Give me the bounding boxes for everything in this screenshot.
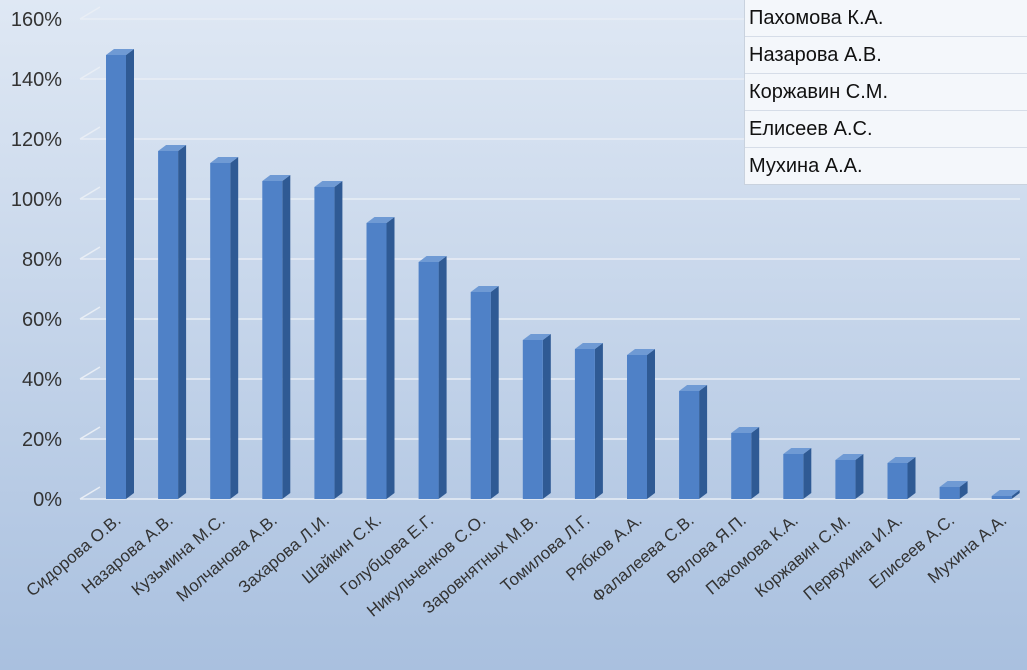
bar-side bbox=[542, 334, 551, 499]
bar-top bbox=[158, 145, 187, 151]
bar-front bbox=[574, 349, 595, 499]
bar-side bbox=[178, 145, 187, 499]
bar-side bbox=[1011, 490, 1020, 499]
bar-top bbox=[470, 286, 499, 292]
legend-item: Назарова А.В. bbox=[745, 37, 1027, 74]
bar-front bbox=[731, 433, 752, 499]
bar-side bbox=[126, 49, 134, 499]
bar-side bbox=[230, 157, 239, 499]
y-tick-label: 100% bbox=[11, 189, 62, 211]
legend-item: Коржавин С.М. bbox=[745, 74, 1027, 111]
y-tick-label: 120% bbox=[11, 129, 62, 151]
bar bbox=[939, 481, 968, 499]
bar bbox=[731, 427, 760, 499]
legend-item: Мухина А.А. bbox=[745, 148, 1027, 184]
bar-side bbox=[490, 286, 499, 499]
bar-front bbox=[887, 463, 908, 499]
bar-front bbox=[158, 151, 179, 499]
bar-front bbox=[210, 163, 231, 499]
legend: Пахомова К.А. Назарова А.В. Коржавин С.М… bbox=[744, 0, 1027, 185]
bar-top bbox=[991, 490, 1020, 496]
y-tick-label: 160% bbox=[11, 9, 62, 31]
grid-line-depth bbox=[79, 126, 101, 140]
bar bbox=[835, 454, 864, 499]
bar-top bbox=[418, 256, 447, 262]
bar bbox=[366, 217, 395, 499]
y-axis-ticks: 0% 20% 40% 60% 80% 100% 120% 140% 160% bbox=[11, 9, 62, 511]
y-tick-label: 60% bbox=[22, 309, 62, 331]
grid-line-depth bbox=[79, 426, 101, 440]
bar bbox=[783, 448, 812, 499]
bar-front bbox=[106, 55, 126, 499]
bar-front bbox=[627, 355, 647, 499]
bar-side bbox=[699, 385, 708, 499]
bar-side bbox=[855, 454, 864, 499]
bar-top bbox=[314, 181, 343, 187]
bar-side bbox=[647, 349, 655, 499]
bar-top bbox=[106, 49, 134, 55]
grid-line-depth bbox=[79, 486, 101, 500]
bar-front bbox=[262, 181, 283, 499]
bar bbox=[262, 175, 291, 499]
y-tick-label: 140% bbox=[11, 69, 62, 91]
bar-top bbox=[262, 175, 291, 181]
legend-item: Елисеев А.С. bbox=[745, 111, 1027, 148]
grid-line-depth bbox=[79, 66, 101, 80]
bar-top bbox=[627, 349, 655, 355]
y-tick-label: 40% bbox=[22, 369, 62, 391]
bar-front bbox=[835, 460, 856, 499]
grid-line-depth bbox=[79, 186, 101, 200]
bar-front bbox=[522, 340, 543, 499]
y-tick-label: 80% bbox=[22, 249, 62, 271]
bar-top bbox=[887, 457, 916, 463]
y-tick-label: 20% bbox=[22, 429, 62, 451]
bar-top bbox=[939, 481, 968, 487]
bar-side bbox=[803, 448, 812, 499]
bar bbox=[991, 490, 1020, 499]
bar-front bbox=[470, 292, 491, 499]
bar-front bbox=[783, 454, 804, 499]
bar-top bbox=[366, 217, 395, 223]
bar-front bbox=[418, 262, 439, 499]
bar-side bbox=[751, 427, 760, 499]
bar bbox=[210, 157, 239, 499]
bar-front bbox=[991, 496, 1012, 499]
bar-side bbox=[386, 217, 395, 499]
bar-side bbox=[282, 175, 291, 499]
y-tick-label: 0% bbox=[33, 489, 62, 511]
bar-top bbox=[522, 334, 551, 340]
grid-line-depth bbox=[79, 306, 101, 320]
bar bbox=[887, 457, 916, 499]
bar-front bbox=[314, 187, 335, 499]
bar bbox=[470, 286, 499, 499]
legend-item: Пахомова К.А. bbox=[745, 0, 1027, 37]
bar bbox=[418, 256, 447, 499]
bar-top bbox=[679, 385, 708, 391]
bar-front bbox=[679, 391, 700, 499]
bar-side bbox=[907, 457, 916, 499]
bar-side bbox=[594, 343, 603, 499]
bar-side bbox=[334, 181, 343, 499]
grid-line-depth bbox=[79, 366, 101, 380]
bar-top bbox=[835, 454, 864, 460]
bars bbox=[106, 49, 1020, 499]
bar-top bbox=[783, 448, 812, 454]
bar-top bbox=[210, 157, 239, 163]
bar-front bbox=[939, 487, 960, 499]
bar bbox=[522, 334, 551, 499]
bar bbox=[679, 385, 708, 499]
bar-side bbox=[438, 256, 447, 499]
bar-top bbox=[731, 427, 760, 433]
grid-line-depth bbox=[79, 6, 101, 20]
grid-line-depth bbox=[79, 246, 101, 260]
bar bbox=[158, 145, 187, 499]
bar bbox=[627, 349, 655, 499]
bar bbox=[314, 181, 343, 499]
bar-top bbox=[574, 343, 603, 349]
bar bbox=[574, 343, 603, 499]
bar bbox=[106, 49, 134, 499]
bar-front bbox=[366, 223, 387, 499]
